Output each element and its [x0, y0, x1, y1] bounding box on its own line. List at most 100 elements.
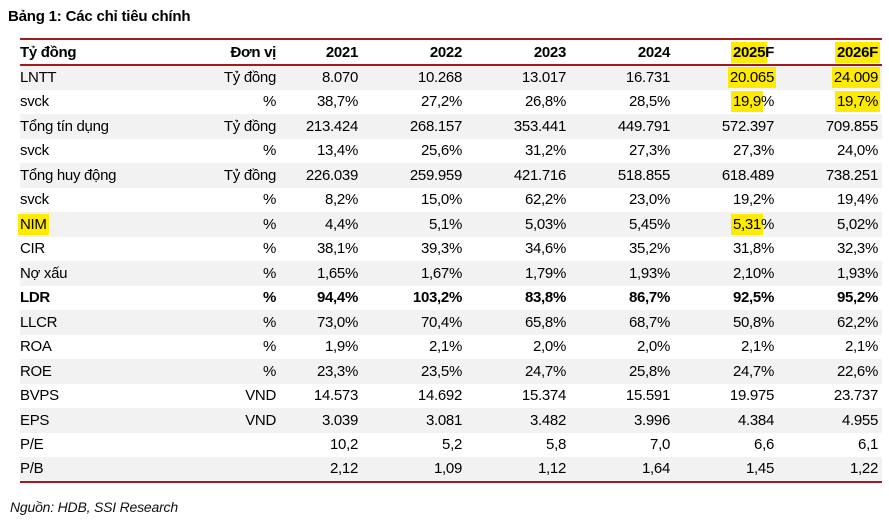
value-cell: 27,3% — [628, 142, 670, 160]
report-page: Bảng 1: Các chỉ tiêu chính Tỷ đồng Đơn vị… — [8, 8, 882, 515]
table-row: LNTT Tỷ đồng 8.070 10.268 13.017 16.731 20.065… — [20, 65, 882, 90]
value-cell: 22,6% — [836, 362, 878, 380]
table-row: svck% 38,7% 27,2% 26,8% 28,5% 19,9% 19,7% — [20, 90, 882, 115]
value-cell: 86,7% — [628, 289, 670, 307]
value-cell: 259.959 — [409, 166, 462, 184]
table-row: svck% 8,2% 15,0% 62,2% 23,0% 19,2% 19,4% — [20, 188, 882, 213]
row-label: P/B — [20, 460, 44, 478]
value-cell: 28,5% — [628, 93, 670, 111]
highlight-mark: 2026F — [836, 43, 878, 61]
table-row: svck% 13,4% 25,6% 31,2% 27,3% 27,3% 24,0% — [20, 139, 882, 164]
column-header: 2025F — [674, 39, 778, 66]
row-label: CIR — [20, 240, 45, 258]
value-cell: 5,31% — [732, 215, 774, 233]
table-row: ROE% 23,3% 23,5% 24,7% 25,8% 24,7% 22,6% — [20, 359, 882, 384]
value-cell: 1,09 — [434, 460, 462, 478]
value-cell: 1,93% — [628, 264, 670, 282]
table-row: Tổng tín dụng Tỷ đồng 213.424 268.157 353.44… — [20, 114, 882, 139]
value-cell: 24,7% — [524, 362, 566, 380]
value-cell: 213.424 — [305, 117, 358, 135]
table-row: NIM% 4,4% 5,1% 5,03% 5,45% 5,31% 5,02% — [20, 212, 882, 237]
row-label: LDR — [20, 289, 50, 307]
row-unit: Tỷ đồng — [223, 69, 276, 87]
value-cell: 2,1% — [741, 338, 774, 356]
value-cell: 24,0% — [836, 142, 878, 160]
table-row: LDR% 94,4% 103,2% 83,8% 86,7% 92,5% 95,2% — [20, 286, 882, 311]
value-cell: 13,4% — [316, 142, 358, 160]
row-label: EPS — [20, 411, 50, 429]
value-cell: 14.692 — [417, 387, 462, 405]
value-cell: 10,2 — [330, 436, 358, 454]
value-cell: 34,6% — [524, 240, 566, 258]
value-cell: 2,1% — [845, 338, 878, 356]
value-cell: 23,3% — [316, 362, 358, 380]
row-label: LLCR — [20, 313, 58, 331]
row-unit: % — [262, 240, 276, 258]
highlight-mark: NIM — [20, 215, 47, 233]
value-cell: 3.996 — [633, 411, 670, 429]
value-cell: 2,10% — [732, 264, 774, 282]
table-title: Bảng 1: Các chỉ tiêu chính — [8, 8, 191, 25]
value-cell: 103,2% — [412, 289, 462, 307]
value-cell: 3.482 — [529, 411, 566, 429]
value-cell: 31,2% — [524, 142, 566, 160]
row-label: NIM — [20, 212, 195, 237]
value-cell: 62,2% — [524, 191, 566, 209]
value-cell: 15,0% — [420, 191, 462, 209]
table-row: P/E 10,2 5,2 5,8 7,0 6,6 6,1 — [20, 433, 882, 458]
value-cell: 5,03% — [524, 215, 566, 233]
value-cell: 92,5% — [732, 289, 774, 307]
column-header: Đơn vị — [195, 39, 280, 66]
value-cell: 8,2% — [325, 191, 358, 209]
table-row: Nợ xấu% 1,65% 1,67% 1,79% 1,93% 2,10% 1,93% — [20, 261, 882, 286]
value-cell: 13.017 — [521, 69, 566, 87]
value-cell: 27,3% — [732, 142, 774, 160]
value-cell: 31,8% — [732, 240, 774, 258]
row-unit: % — [262, 142, 276, 160]
value-cell: 24,7% — [732, 362, 774, 380]
row-unit — [195, 457, 280, 482]
highlight-mark: 24.009 — [833, 69, 878, 87]
value-cell: 19.975 — [729, 387, 774, 405]
value-cell: 95,2% — [836, 289, 878, 307]
value-cell: 19,7% — [778, 90, 882, 115]
table-row: CIR% 38,1% 39,3% 34,6% 35,2% 31,8% 32,3% — [20, 237, 882, 262]
row-label: Nợ xấu — [20, 264, 68, 282]
value-cell: 2,0% — [637, 338, 670, 356]
row-unit: VND — [245, 411, 276, 429]
row-label: Tổng huy động — [20, 166, 117, 184]
row-unit: % — [262, 289, 276, 307]
row-unit: % — [262, 93, 276, 111]
value-cell: 3.039 — [321, 411, 358, 429]
row-label: LNTT — [20, 69, 57, 87]
value-cell: 38,1% — [316, 240, 358, 258]
table-row: EPS VND 3.039 3.081 3.482 3.996 4.384 4.955 — [20, 408, 882, 433]
row-unit: % — [262, 191, 276, 209]
value-cell: 68,7% — [628, 313, 670, 331]
value-cell: 8.070 — [321, 69, 358, 87]
value-cell: 50,8% — [732, 313, 774, 331]
row-unit: % — [262, 215, 276, 233]
column-header: 2026F — [778, 39, 882, 66]
value-cell: 7,0 — [650, 436, 670, 454]
highlight-mark: 20.065 — [729, 69, 774, 87]
value-cell: 6,6 — [754, 436, 774, 454]
value-cell: 16.731 — [625, 69, 670, 87]
value-cell: 32,3% — [836, 240, 878, 258]
column-header: 2021 — [280, 39, 362, 66]
highlight-mark: 19,7% — [836, 93, 878, 111]
value-cell: 268.157 — [409, 117, 462, 135]
value-cell: 15.374 — [521, 387, 566, 405]
value-cell: 23,0% — [628, 191, 670, 209]
value-cell: 5,1% — [429, 215, 462, 233]
table-row: BVPS VND 14.573 14.692 15.374 15.591 19.975 23.… — [20, 384, 882, 409]
value-cell: 38,7% — [316, 93, 358, 111]
row-unit: % — [262, 264, 276, 282]
value-cell: 6,1 — [858, 436, 878, 454]
value-cell: 449.791 — [617, 117, 670, 135]
row-unit: VND — [245, 387, 276, 405]
row-unit: % — [262, 362, 276, 380]
row-label: BVPS — [20, 387, 59, 405]
value-cell: 709.855 — [825, 117, 878, 135]
value-cell: 4,4% — [325, 215, 358, 233]
